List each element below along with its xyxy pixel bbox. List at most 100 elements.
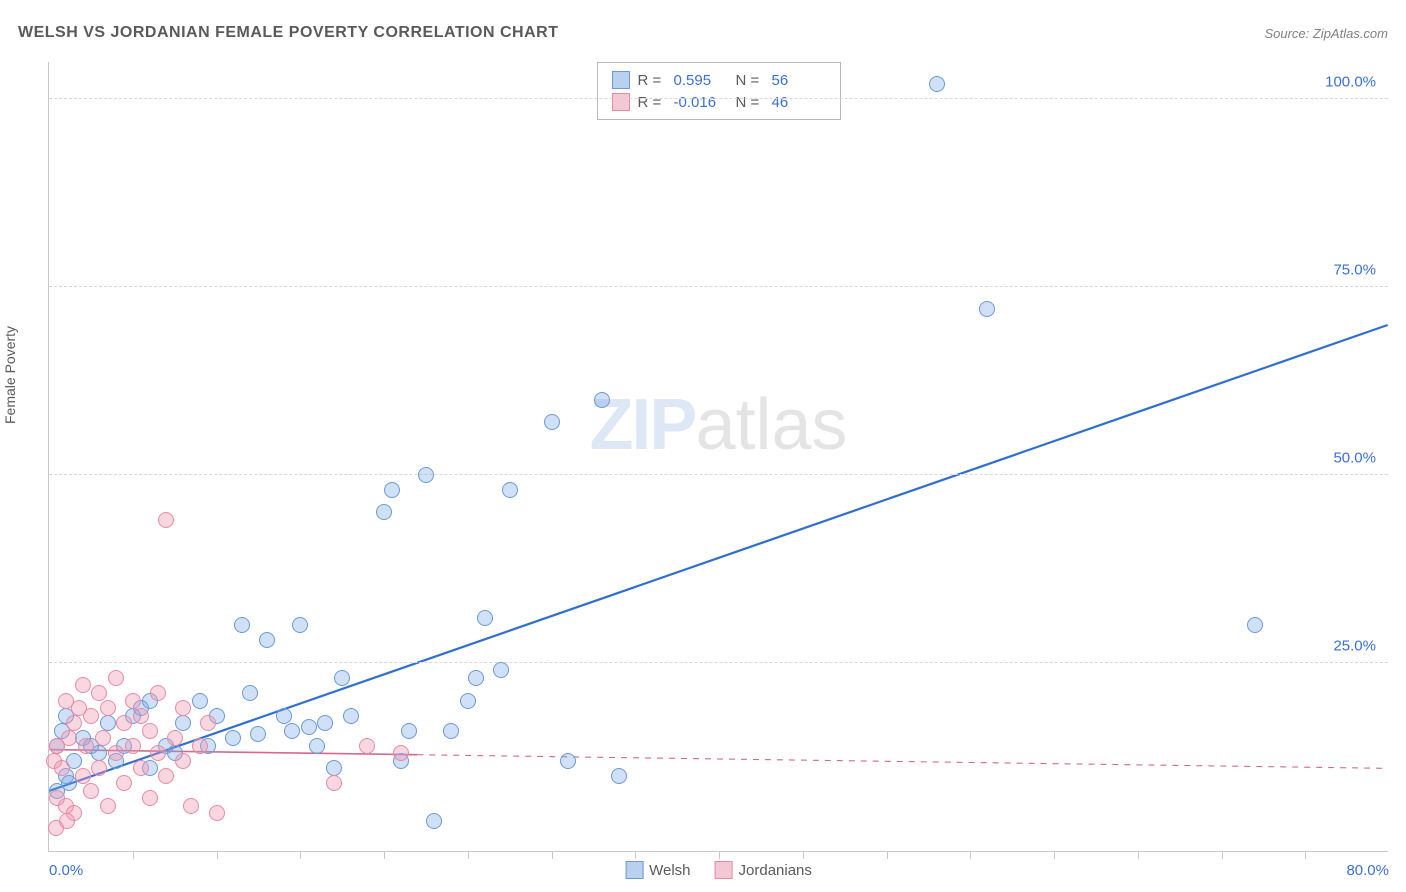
x-tick-mark [1305, 851, 1306, 859]
data-point [78, 738, 94, 754]
data-point [150, 745, 166, 761]
x-tick-mark [887, 851, 888, 859]
data-point [443, 723, 459, 739]
data-point [594, 392, 610, 408]
data-point [59, 813, 75, 829]
data-point [284, 723, 300, 739]
legend-stats: R = 0.595 N = 56 R = -0.016 N = 46 [597, 62, 841, 120]
data-point [250, 726, 266, 742]
r-value: -0.016 [674, 94, 728, 111]
gridline-horizontal [49, 474, 1388, 475]
y-tick-label: 75.0% [1333, 261, 1376, 278]
data-point [309, 738, 325, 754]
legend-swatch-welsh [612, 71, 630, 89]
data-point [133, 708, 149, 724]
data-point [343, 708, 359, 724]
n-value: 46 [772, 94, 826, 111]
data-point [175, 700, 191, 716]
data-point [544, 414, 560, 430]
data-point [142, 790, 158, 806]
data-point [301, 719, 317, 735]
data-point [359, 738, 375, 754]
chart-container: WELSH VS JORDANIAN FEMALE POVERTY CORREL… [0, 0, 1406, 892]
data-point [83, 783, 99, 799]
x-tick-label: 80.0% [1346, 862, 1389, 879]
data-point [116, 715, 132, 731]
plot-area: ZIPatlas R = 0.595 N = 56 R = -0.016 N =… [48, 62, 1388, 852]
data-point [91, 685, 107, 701]
y-tick-label: 100.0% [1325, 73, 1376, 90]
data-point [100, 798, 116, 814]
data-point [116, 775, 132, 791]
data-point [401, 723, 417, 739]
x-tick-mark [133, 851, 134, 859]
n-label: N = [736, 72, 764, 89]
data-point [393, 745, 409, 761]
data-point [75, 677, 91, 693]
x-tick-mark [468, 851, 469, 859]
data-point [418, 467, 434, 483]
data-point [259, 632, 275, 648]
data-point [142, 723, 158, 739]
data-point [192, 693, 208, 709]
data-point [493, 662, 509, 678]
gridline-horizontal [49, 286, 1388, 287]
x-tick-mark [635, 851, 636, 859]
data-point [175, 753, 191, 769]
data-point [242, 685, 258, 701]
x-tick-mark [300, 851, 301, 859]
legend-series: Welsh Jordanians [625, 861, 812, 879]
data-point [125, 693, 141, 709]
data-point [292, 617, 308, 633]
legend-item-welsh: Welsh [625, 861, 690, 879]
y-tick-label: 50.0% [1333, 449, 1376, 466]
r-label: R = [638, 72, 666, 89]
data-point [100, 715, 116, 731]
data-point [426, 813, 442, 829]
data-point [108, 745, 124, 761]
legend-label: Jordanians [739, 862, 812, 879]
data-point [611, 768, 627, 784]
data-point [317, 715, 333, 731]
legend-stats-row: R = 0.595 N = 56 [612, 69, 826, 91]
trend-line-solid [49, 325, 1387, 791]
x-tick-mark [803, 851, 804, 859]
x-tick-mark [970, 851, 971, 859]
x-tick-mark [552, 851, 553, 859]
data-point [66, 715, 82, 731]
data-point [460, 693, 476, 709]
data-point [150, 685, 166, 701]
data-point [384, 482, 400, 498]
legend-swatch-icon [715, 861, 733, 879]
data-point [61, 730, 77, 746]
legend-label: Welsh [649, 862, 690, 879]
data-point [133, 760, 149, 776]
x-tick-mark [1138, 851, 1139, 859]
data-point [158, 768, 174, 784]
data-point [276, 708, 292, 724]
data-point [502, 482, 518, 498]
data-point [158, 512, 174, 528]
data-point [100, 700, 116, 716]
data-point [334, 670, 350, 686]
x-tick-mark [384, 851, 385, 859]
data-point [326, 760, 342, 776]
x-tick-mark [1222, 851, 1223, 859]
data-point [979, 301, 995, 317]
data-point [167, 730, 183, 746]
data-point [468, 670, 484, 686]
watermark-atlas: atlas [695, 385, 847, 465]
x-tick-mark [1054, 851, 1055, 859]
data-point [200, 715, 216, 731]
y-axis-label: Female Poverty [2, 326, 18, 424]
x-tick-mark [719, 851, 720, 859]
source-attribution: Source: ZipAtlas.com [1264, 26, 1388, 41]
watermark: ZIPatlas [589, 384, 847, 466]
data-point [95, 730, 111, 746]
legend-stats-row: R = -0.016 N = 46 [612, 91, 826, 113]
data-point [175, 715, 191, 731]
gridline-horizontal [49, 662, 1388, 663]
x-tick-mark [217, 851, 218, 859]
data-point [1247, 617, 1263, 633]
chart-title: WELSH VS JORDANIAN FEMALE POVERTY CORREL… [18, 24, 558, 42]
